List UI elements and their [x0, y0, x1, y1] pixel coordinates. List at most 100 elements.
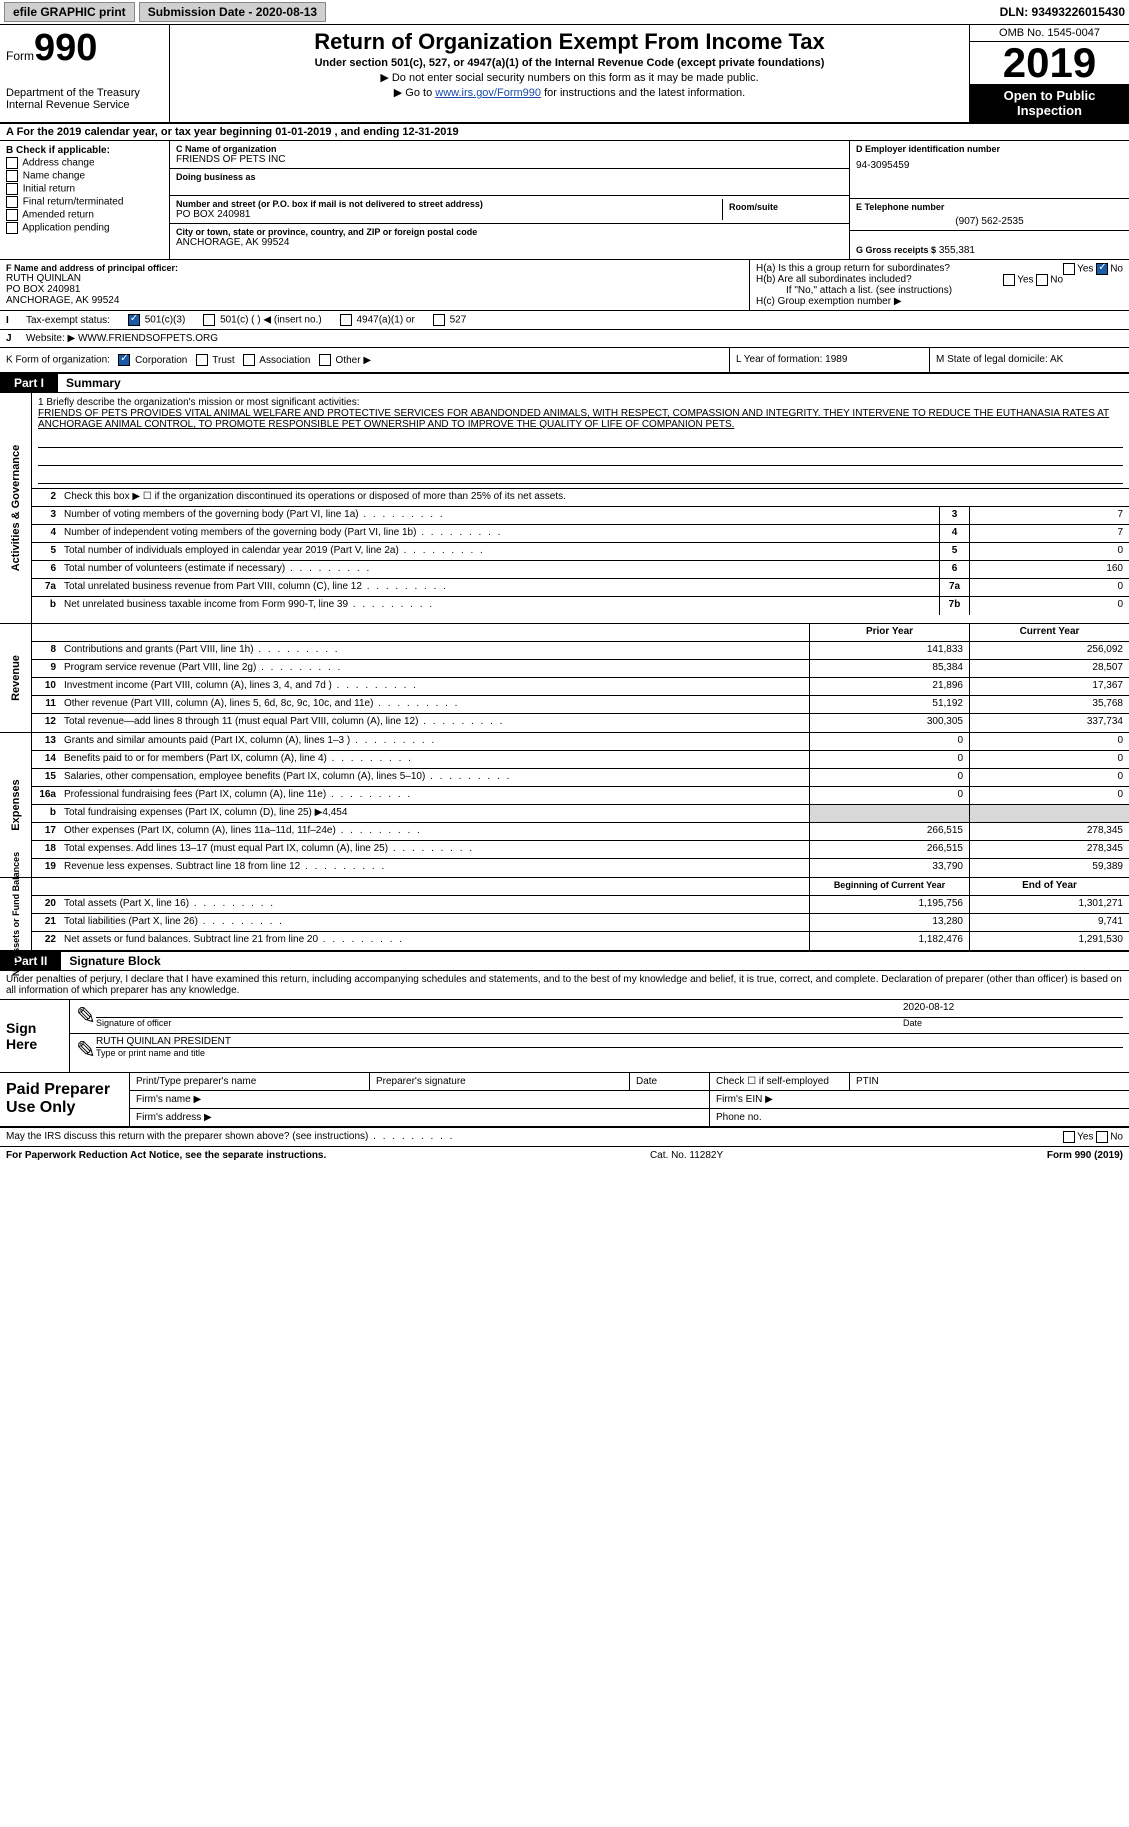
chk-address[interactable]: Address change	[6, 157, 163, 169]
chk-other[interactable]: Other ▶	[319, 355, 371, 366]
chk-527[interactable]: 527	[433, 314, 466, 326]
website-row: J Website: ▶ WWW.FRIENDSOFPETS.ORG	[0, 330, 1129, 348]
gov-line: 3Number of voting members of the governi…	[32, 507, 1129, 525]
col-b: B Check if applicable: Address change Na…	[0, 141, 170, 259]
addr-cell: Number and street (or P.O. box if mail i…	[170, 196, 849, 224]
perjury-text: Under penalties of perjury, I declare th…	[0, 971, 1129, 999]
paid-row1: Print/Type preparer's name Preparer's si…	[130, 1073, 1129, 1091]
chk-corp[interactable]: Corporation	[118, 355, 187, 366]
year-formation: L Year of formation: 1989	[729, 348, 929, 372]
city-cell: City or town, state or province, country…	[170, 224, 849, 251]
chk-amended[interactable]: Amended return	[6, 209, 163, 221]
rev-line: 11Other revenue (Part VIII, column (A), …	[32, 696, 1129, 714]
hc-row: H(c) Group exemption number ▶	[756, 296, 1123, 307]
website-label: Website: ▶	[26, 333, 75, 344]
ein-cell: D Employer identification number 94-3095…	[850, 141, 1129, 199]
form-label: Form	[6, 49, 34, 63]
side-net: Net Assets or Fund Balances	[0, 878, 32, 950]
discuss-yn[interactable]: Yes No	[1063, 1131, 1123, 1143]
exp-line: 17Other expenses (Part IX, column (A), l…	[32, 823, 1129, 841]
paid-preparer-block: Paid Preparer Use Only Print/Type prepar…	[0, 1072, 1129, 1127]
officer-cell: F Name and address of principal officer:…	[0, 260, 749, 310]
form-title: Return of Organization Exempt From Incom…	[178, 29, 961, 55]
tax-exempt-label: Tax-exempt status:	[26, 315, 110, 326]
paperwork-notice: For Paperwork Reduction Act Notice, see …	[6, 1150, 326, 1161]
chk-initial[interactable]: Initial return	[6, 183, 163, 195]
sign-here-block: Sign Here ✎ Signature of officer 2020-08…	[0, 999, 1129, 1072]
exp-line: 13Grants and similar amounts paid (Part …	[32, 733, 1129, 751]
tel-value: (907) 562-2535	[856, 216, 1123, 227]
rev-line: 8Contributions and grants (Part VIII, li…	[32, 642, 1129, 660]
part1-header: Part I Summary	[0, 374, 1129, 393]
dept-text: Department of the Treasury Internal Reve…	[6, 87, 163, 111]
website-value: WWW.FRIENDSOFPETS.ORG	[78, 333, 218, 344]
dba-cell: Doing business as	[170, 169, 849, 196]
exp-line: bTotal fundraising expenses (Part IX, co…	[32, 805, 1129, 823]
net-section: Net Assets or Fund Balances Beginning of…	[0, 878, 1129, 952]
rev-line: 10Investment income (Part VIII, column (…	[32, 678, 1129, 696]
tel-cell: E Telephone number (907) 562-2535	[850, 199, 1129, 231]
city-value: ANCHORAGE, AK 99524	[176, 237, 843, 248]
hb-row: H(b) Are all subordinates included?Yes N…	[756, 274, 1123, 285]
rev-line: 9Program service revenue (Part VIII, lin…	[32, 660, 1129, 678]
row-fgh: F Name and address of principal officer:…	[0, 260, 1129, 311]
mission-block: 1 Briefly describe the organization's mi…	[32, 393, 1129, 489]
net-line: 21Total liabilities (Part X, line 26)13,…	[32, 914, 1129, 932]
side-revenue: Revenue	[0, 624, 32, 732]
state-domicile: M State of legal domicile: AK	[929, 348, 1129, 372]
revenue-section: Revenue Prior Year Current Year 8Contrib…	[0, 624, 1129, 733]
exp-line: 18Total expenses. Add lines 13–17 (must …	[32, 841, 1129, 859]
chk-assoc[interactable]: Association	[243, 355, 310, 366]
submission-button[interactable]: Submission Date - 2020-08-13	[139, 2, 326, 22]
gross-cell: G Gross receipts $ 355,381	[850, 231, 1129, 259]
rev-line: 12Total revenue—add lines 8 through 11 (…	[32, 714, 1129, 732]
gross-value: 355,381	[939, 245, 975, 256]
expenses-section: Expenses 13Grants and similar amounts pa…	[0, 733, 1129, 878]
open-public-badge: Open to Public Inspection	[970, 84, 1129, 122]
chk-4947[interactable]: 4947(a)(1) or	[340, 314, 415, 326]
check-b-label: B Check if applicable:	[6, 145, 163, 156]
efile-button[interactable]: efile GRAPHIC print	[4, 2, 135, 22]
k-left: K Form of organization: Corporation Trus…	[0, 348, 729, 372]
officer-name: RUTH QUINLAN	[6, 273, 743, 284]
col-d: D Employer identification number 94-3095…	[849, 141, 1129, 259]
paid-label: Paid Preparer Use Only	[0, 1073, 130, 1126]
ha-row: H(a) Is this a group return for subordin…	[756, 263, 1123, 274]
gov-line: 7aTotal unrelated business revenue from …	[32, 579, 1129, 597]
tax-year: 2019	[970, 42, 1129, 84]
irs-link[interactable]: www.irs.gov/Form990	[435, 87, 541, 99]
governance-section: Activities & Governance 1 Briefly descri…	[0, 393, 1129, 624]
chk-pending[interactable]: Application pending	[6, 222, 163, 234]
bottom-row: For Paperwork Reduction Act Notice, see …	[0, 1146, 1129, 1164]
form-note1: ▶ Do not enter social security numbers o…	[178, 71, 961, 84]
header-mid: Return of Organization Exempt From Incom…	[170, 25, 969, 122]
header-right: OMB No. 1545-0047 2019 Open to Public In…	[969, 25, 1129, 122]
irs-discuss-row: May the IRS discuss this return with the…	[0, 1127, 1129, 1146]
top-bar: efile GRAPHIC print Submission Date - 20…	[0, 0, 1129, 25]
officer-addr1: PO BOX 240981	[6, 284, 743, 295]
gov-line: 4Number of independent voting members of…	[32, 525, 1129, 543]
header-left: Form990 Department of the Treasury Inter…	[0, 25, 170, 122]
ein-value: 94-3095459	[856, 160, 1123, 171]
tax-exempt-row: I Tax-exempt status: 501(c)(3) 501(c) ( …	[0, 311, 1129, 330]
cat-number: Cat. No. 11282Y	[326, 1150, 1047, 1161]
exp-line: 16aProfessional fundraising fees (Part I…	[32, 787, 1129, 805]
chk-trust[interactable]: Trust	[196, 355, 235, 366]
chk-501c[interactable]: 501(c) ( ) ◀ (insert no.)	[203, 314, 321, 326]
chk-final[interactable]: Final return/terminated	[6, 196, 163, 208]
hb-note: If "No," attach a list. (see instruction…	[756, 285, 1123, 296]
part2-badge: Part II	[0, 952, 61, 970]
mission-lead: 1 Briefly describe the organization's mi…	[38, 397, 1123, 408]
officer-print-name: RUTH QUINLAN PRESIDENT	[96, 1036, 1123, 1048]
org-name: FRIENDS OF PETS INC	[176, 154, 843, 165]
chk-name[interactable]: Name change	[6, 170, 163, 182]
chk-501c3[interactable]: 501(c)(3)	[128, 314, 185, 326]
part1-title: Summary	[58, 376, 121, 390]
h-cell: H(a) Is this a group return for subordin…	[749, 260, 1129, 310]
gov-line: bNet unrelated business taxable income f…	[32, 597, 1129, 615]
exp-line: 15Salaries, other compensation, employee…	[32, 769, 1129, 787]
rev-header: Prior Year Current Year	[32, 624, 1129, 642]
sign-date: 2020-08-12	[903, 1002, 1123, 1018]
net-header: Beginning of Current Year End of Year	[32, 878, 1129, 896]
form-header: Form990 Department of the Treasury Inter…	[0, 25, 1129, 124]
